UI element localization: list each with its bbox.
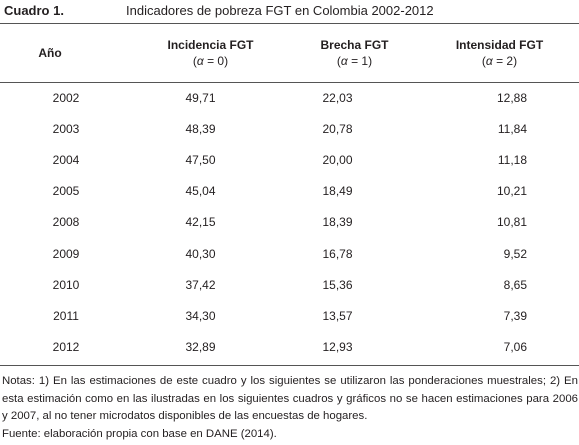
column-header-gap: Brecha FGT (α = 1): [281, 24, 430, 82]
table-cell: 2008: [52, 215, 80, 230]
table-cell: 11,18: [497, 152, 527, 167]
table-cell: 2012: [52, 340, 80, 355]
alpha-subheader: (α = 0): [192, 54, 229, 68]
top-rule: [0, 23, 579, 24]
table-row: 2004 47,50 20,00 11,18: [0, 144, 579, 175]
table-row: 2008 42,15 18,39 10,81: [0, 207, 579, 238]
table-cell: 18,49: [322, 184, 353, 199]
table-cell: 10,81: [496, 215, 527, 230]
table-row: 2003 48,39 20,78 11,84: [0, 113, 579, 144]
column-header-incidence: Incidencia FGT (α = 0): [130, 24, 281, 82]
table-row: 2012 32,89 12,93 7,06: [0, 332, 579, 363]
table-cell: 2011: [53, 308, 79, 323]
bottom-rule: [0, 365, 579, 366]
alpha-subheader: (α = 2): [481, 54, 518, 68]
table-row: 2011 34,30 13,57 7,39: [0, 300, 579, 331]
table-cell: 10,21: [496, 184, 527, 199]
table-cell: 12,93: [322, 340, 353, 355]
table-cell: 13,57: [322, 308, 353, 323]
table-cell: 34,30: [185, 308, 216, 323]
table-notes: Notas: 1) En las estimaciones de este cu…: [2, 373, 578, 443]
table-cell: 2002: [52, 90, 80, 105]
table-row: 2010 37,42 15,36 8,65: [0, 269, 579, 300]
column-header-intensity: Intensidad FGT (α = 2): [430, 24, 579, 82]
table-header-row: Año Incidencia FGT (α = 0) Brecha FGT (α…: [0, 24, 579, 82]
table-cell: 49,71: [185, 90, 216, 105]
table-cell: 15,36: [322, 277, 353, 292]
table-cell: 2003: [52, 121, 80, 136]
table-caption: Cuadro 1. Indicadores de pobreza FGT en C…: [4, 1, 434, 21]
table-cell: 12,88: [496, 90, 527, 105]
header-rule: [0, 82, 579, 83]
table-cell: 2010: [52, 277, 80, 292]
table-cell: 22,03: [322, 90, 353, 105]
caption-label: Cuadro 1.: [4, 3, 64, 18]
table-cell: 11,84: [497, 121, 527, 136]
table-cell: 9,52: [503, 246, 527, 261]
table-cell: 20,00: [322, 152, 353, 167]
table-body: 2002 49,71 22,03 12,88 2003 48,39 20,78 11,84 20…: [0, 82, 579, 363]
fgt-table: Año Incidencia FGT (α = 0) Brecha FGT (α…: [0, 24, 579, 363]
table-cell: 8,65: [503, 277, 527, 292]
table-cell: 7,39: [503, 308, 527, 323]
table-cell: 7,06: [503, 340, 527, 355]
table-cell: 2005: [52, 184, 80, 199]
table-cell: 48,39: [185, 121, 216, 136]
alpha-subheader: (α = 1): [336, 54, 373, 68]
table-cell: 16,78: [322, 246, 353, 261]
table-row: 2005 45,04 18,49 10,21: [0, 176, 579, 207]
table-cell: 40,30: [185, 246, 216, 261]
table-cell: 18,39: [322, 215, 353, 230]
caption-title: Indicadores de pobreza FGT en Colombia 2…: [126, 3, 434, 18]
table-cell: 37,42: [185, 277, 216, 292]
table-cell: 32,89: [185, 340, 216, 355]
source-text: Fuente: elaboración propia con base en D…: [2, 427, 277, 440]
notes-text: Notas: 1) En las estimaciones de este cu…: [2, 375, 578, 422]
table-row: 2002 49,71 22,03 12,88: [0, 82, 579, 113]
table-cell: 47,50: [185, 152, 216, 167]
table-cell: 2004: [52, 152, 80, 167]
table-row: 2009 40,30 16,78 9,52: [0, 238, 579, 269]
column-header-year: Año: [38, 46, 62, 60]
table-cell: 20,78: [322, 121, 353, 136]
table-cell: 45,04: [185, 184, 216, 199]
table-cell: 42,15: [185, 215, 216, 230]
table-cell: 2009: [52, 246, 80, 261]
